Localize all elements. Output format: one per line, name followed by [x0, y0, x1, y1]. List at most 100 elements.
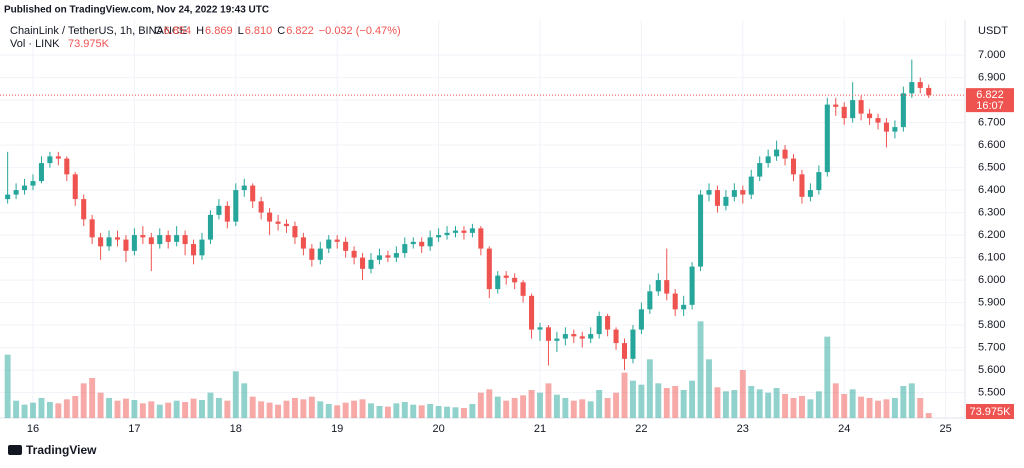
candle-body [81, 199, 87, 220]
volume-bar [697, 321, 704, 418]
volume-bar [401, 402, 408, 418]
ohlc-value: 6.822 [286, 25, 314, 37]
x-tick-label: 19 [331, 423, 343, 435]
volume-bar [63, 399, 70, 418]
x-tick-label: 17 [128, 423, 140, 435]
volume-bar [621, 372, 628, 418]
candle-body [292, 226, 298, 238]
y-tick-label: 5.800 [978, 319, 1006, 331]
volume-bar [207, 392, 214, 418]
candle-body [275, 221, 281, 224]
volume-bar [351, 400, 358, 418]
candle-body [326, 239, 332, 249]
volume-bar [80, 383, 87, 418]
volume-bar [266, 402, 273, 418]
candle-body [22, 185, 28, 191]
candle-body [588, 334, 594, 339]
volume-bar [300, 399, 307, 418]
candle-body [824, 104, 830, 173]
volume-bar [537, 392, 543, 418]
candle-body [98, 237, 104, 247]
volume-bar [722, 391, 729, 418]
ohlc-value: 6.810 [245, 25, 273, 37]
candle-body [571, 334, 577, 337]
volume-bar [596, 390, 603, 418]
volume-bar [241, 383, 248, 418]
candle-body [706, 190, 712, 195]
volume-bar [359, 399, 366, 418]
volume-bar [469, 404, 476, 418]
published: Published on TradingView.com, Nov 24, 20… [4, 5, 269, 16]
candle-body [334, 239, 340, 242]
candle-body [224, 205, 230, 222]
candle-body [807, 190, 813, 197]
volume-bar [317, 401, 324, 418]
volume-bar [629, 380, 636, 418]
candle-body [478, 228, 484, 249]
candle-body [579, 336, 585, 339]
brand: TradingView [26, 443, 97, 457]
candle-body [875, 118, 881, 123]
volume-bar [173, 400, 180, 418]
candle-body [731, 190, 737, 197]
logo [8, 445, 22, 455]
x-tick-label: 24 [838, 423, 850, 435]
candle-body [444, 232, 450, 236]
volume-bar [38, 398, 45, 418]
volume-bar [731, 390, 738, 418]
candle-body [503, 275, 509, 278]
price-marker-countdown: 16:07 [976, 100, 1004, 112]
ohlc-key: C [277, 25, 285, 37]
volume-bar [106, 398, 113, 418]
volume-bar [283, 400, 290, 418]
candle-body [469, 228, 475, 233]
candle-body [385, 255, 391, 258]
grid [0, 20, 965, 418]
volume-title: Vol · LINK [10, 38, 60, 50]
candle-body [368, 259, 374, 269]
volume-bar [520, 395, 527, 418]
candle-body [419, 241, 425, 247]
volume-bar [165, 402, 172, 418]
candle-body [529, 295, 535, 330]
candle-body [892, 127, 898, 132]
candle-body [841, 106, 847, 119]
candle-body [621, 343, 628, 359]
ohlc-key: O [154, 25, 163, 37]
candle-body [461, 230, 467, 233]
volume-bar [655, 383, 662, 418]
volume-bar [553, 394, 560, 418]
candle-body [554, 338, 560, 341]
candle-body [537, 327, 543, 330]
volume-bar [883, 399, 890, 418]
volume-bar [824, 336, 831, 418]
y-tick-label: 6.000 [978, 274, 1006, 286]
volume-bar [503, 400, 510, 418]
volume-bar [199, 400, 205, 418]
candle-body [512, 277, 518, 283]
y-tick-label: 6.500 [978, 161, 1006, 173]
volume-bar [545, 383, 552, 418]
volume-bar [579, 399, 586, 418]
y-tick-label: 7.000 [978, 49, 1006, 61]
candle-body [630, 329, 636, 359]
volume-bar [275, 404, 282, 418]
candle-body [174, 235, 180, 242]
volume-bar [224, 400, 231, 418]
x-tick-label: 22 [635, 423, 647, 435]
candle-body [748, 176, 754, 195]
volume-bar [900, 386, 907, 418]
candle-body [114, 237, 121, 240]
candle-body [393, 253, 399, 258]
candle-body [89, 219, 95, 238]
candle-body [72, 174, 78, 200]
volume-bar [427, 404, 434, 418]
candle-body [410, 241, 416, 245]
volume-bar [773, 388, 780, 418]
change: −0.032 (−0.47%) [319, 25, 401, 37]
volume-bar [21, 404, 28, 418]
volume-bar [798, 396, 805, 418]
footer [0, 438, 1024, 463]
volume-bar [435, 406, 442, 418]
